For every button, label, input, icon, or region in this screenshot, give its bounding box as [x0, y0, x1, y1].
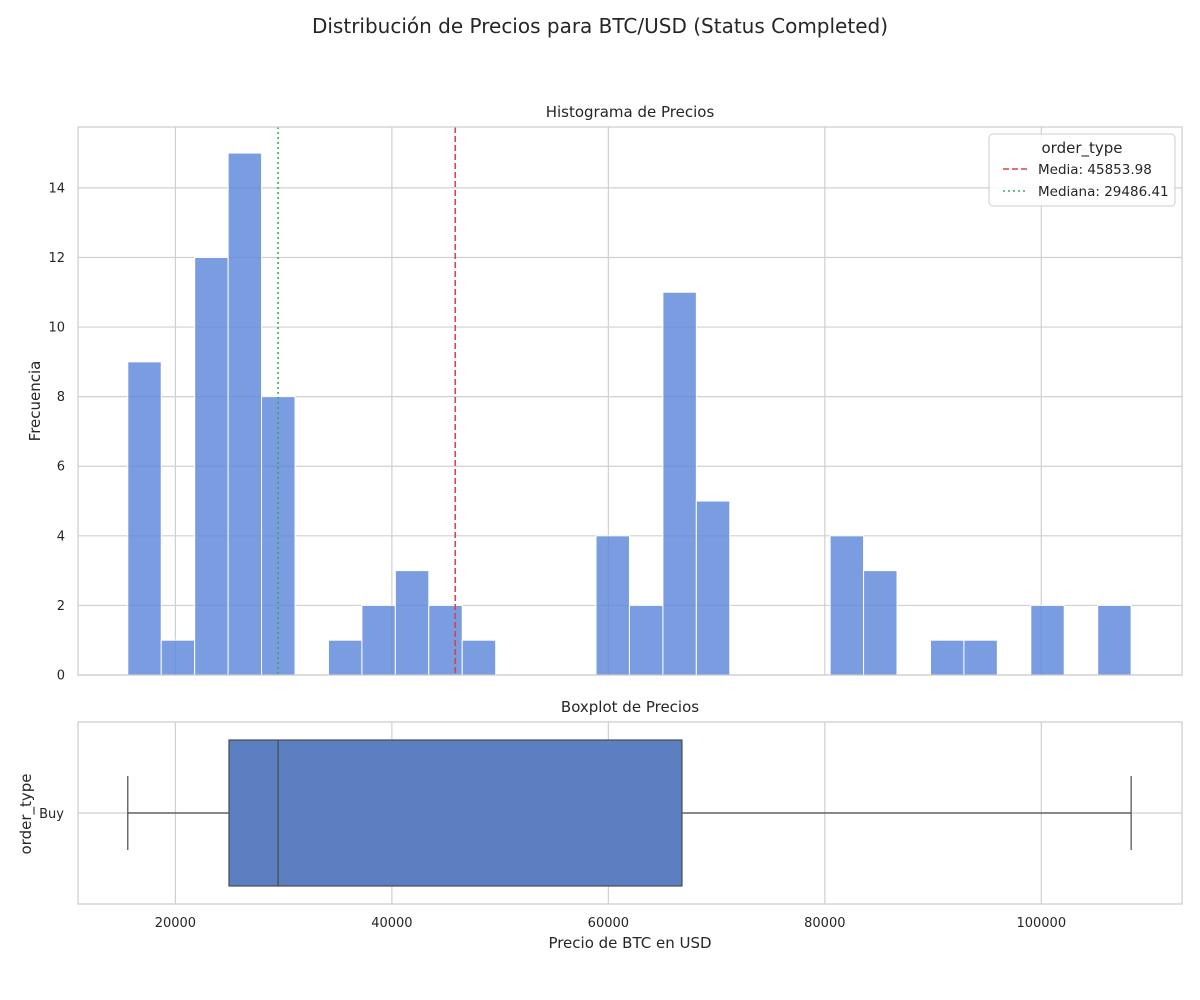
boxplot-box — [228, 739, 683, 887]
histogram-bar — [160, 639, 196, 676]
histogram-y-ticks: 0 2 4 6 8 10 12 14 — [48, 181, 65, 683]
boxplot-x-tick-label: 80000 — [804, 916, 845, 931]
boxplot-category-label: Buy — [39, 807, 64, 822]
boxplot-panel: Boxplot de Precios 20000 40000 60000 80000 1… — [17, 698, 1183, 952]
histogram-bar — [327, 639, 363, 676]
histogram-reference-lines — [277, 127, 457, 675]
histogram-y-tick-label: 6 — [57, 460, 65, 475]
histogram-bar — [461, 639, 497, 676]
boxplot-x-tick-label: 100000 — [1016, 916, 1066, 931]
legend: order_type Media: 45853.98 Mediana: 2948… — [988, 133, 1176, 207]
histogram-bar — [127, 361, 162, 676]
histogram-y-tick-label: 4 — [57, 529, 65, 544]
boxplot-x-tick-label: 40000 — [371, 916, 412, 931]
histogram-bar — [662, 291, 697, 676]
histogram-y-tick-label: 12 — [48, 251, 65, 266]
histogram-bar — [194, 256, 229, 676]
histogram-y-tick-label: 8 — [57, 390, 65, 405]
histogram-bars — [127, 152, 1132, 676]
histogram-bar — [1030, 604, 1065, 676]
histogram-y-tick-label: 14 — [48, 181, 65, 196]
legend-title: order_type — [1041, 139, 1122, 158]
histogram-bar — [361, 604, 396, 676]
histogram-bar — [929, 639, 965, 676]
histogram-bar — [1097, 604, 1132, 676]
histogram-y-label: Frecuencia — [26, 361, 44, 442]
boxplot-marks — [127, 739, 1132, 887]
histogram-bar — [628, 604, 664, 676]
boxplot-x-tick-label: 20000 — [155, 916, 196, 931]
histogram-bar — [829, 535, 865, 676]
figure-title: Distribución de Precios para BTC/USD (St… — [311, 14, 889, 38]
histogram-bar — [963, 639, 998, 676]
histogram-frame — [77, 126, 1183, 676]
histogram-bar — [595, 535, 630, 676]
histogram-y-tick-label: 2 — [57, 599, 65, 614]
histogram-y-tick-label: 10 — [48, 321, 65, 336]
boxplot-x-ticks: 20000 40000 60000 80000 100000 — [155, 916, 1066, 931]
histogram-bar — [863, 570, 898, 676]
boxplot-x-label: Precio de BTC en USD — [548, 934, 711, 952]
legend-frame — [988, 133, 1176, 207]
histogram-bar — [695, 500, 731, 676]
boxplot-x-tick-label: 60000 — [588, 916, 629, 931]
histogram-bar — [227, 152, 263, 676]
boxplot-frame — [77, 721, 1183, 905]
histogram-y-tick-label: 0 — [57, 669, 65, 684]
histogram-bar — [428, 604, 463, 676]
boxplot-title: Boxplot de Precios — [561, 698, 699, 716]
histogram-title: Histograma de Precios — [546, 103, 715, 121]
boxplot-y-label: order_type — [17, 773, 36, 854]
legend-median-label: Mediana: 29486.41 — [1038, 184, 1169, 200]
legend-mean-label: Media: 45853.98 — [1038, 162, 1152, 178]
histogram-panel: Histograma de Precios 0 2 4 6 8 10 12 14 Frecue… — [26, 103, 1183, 684]
histogram-bar — [394, 570, 430, 676]
